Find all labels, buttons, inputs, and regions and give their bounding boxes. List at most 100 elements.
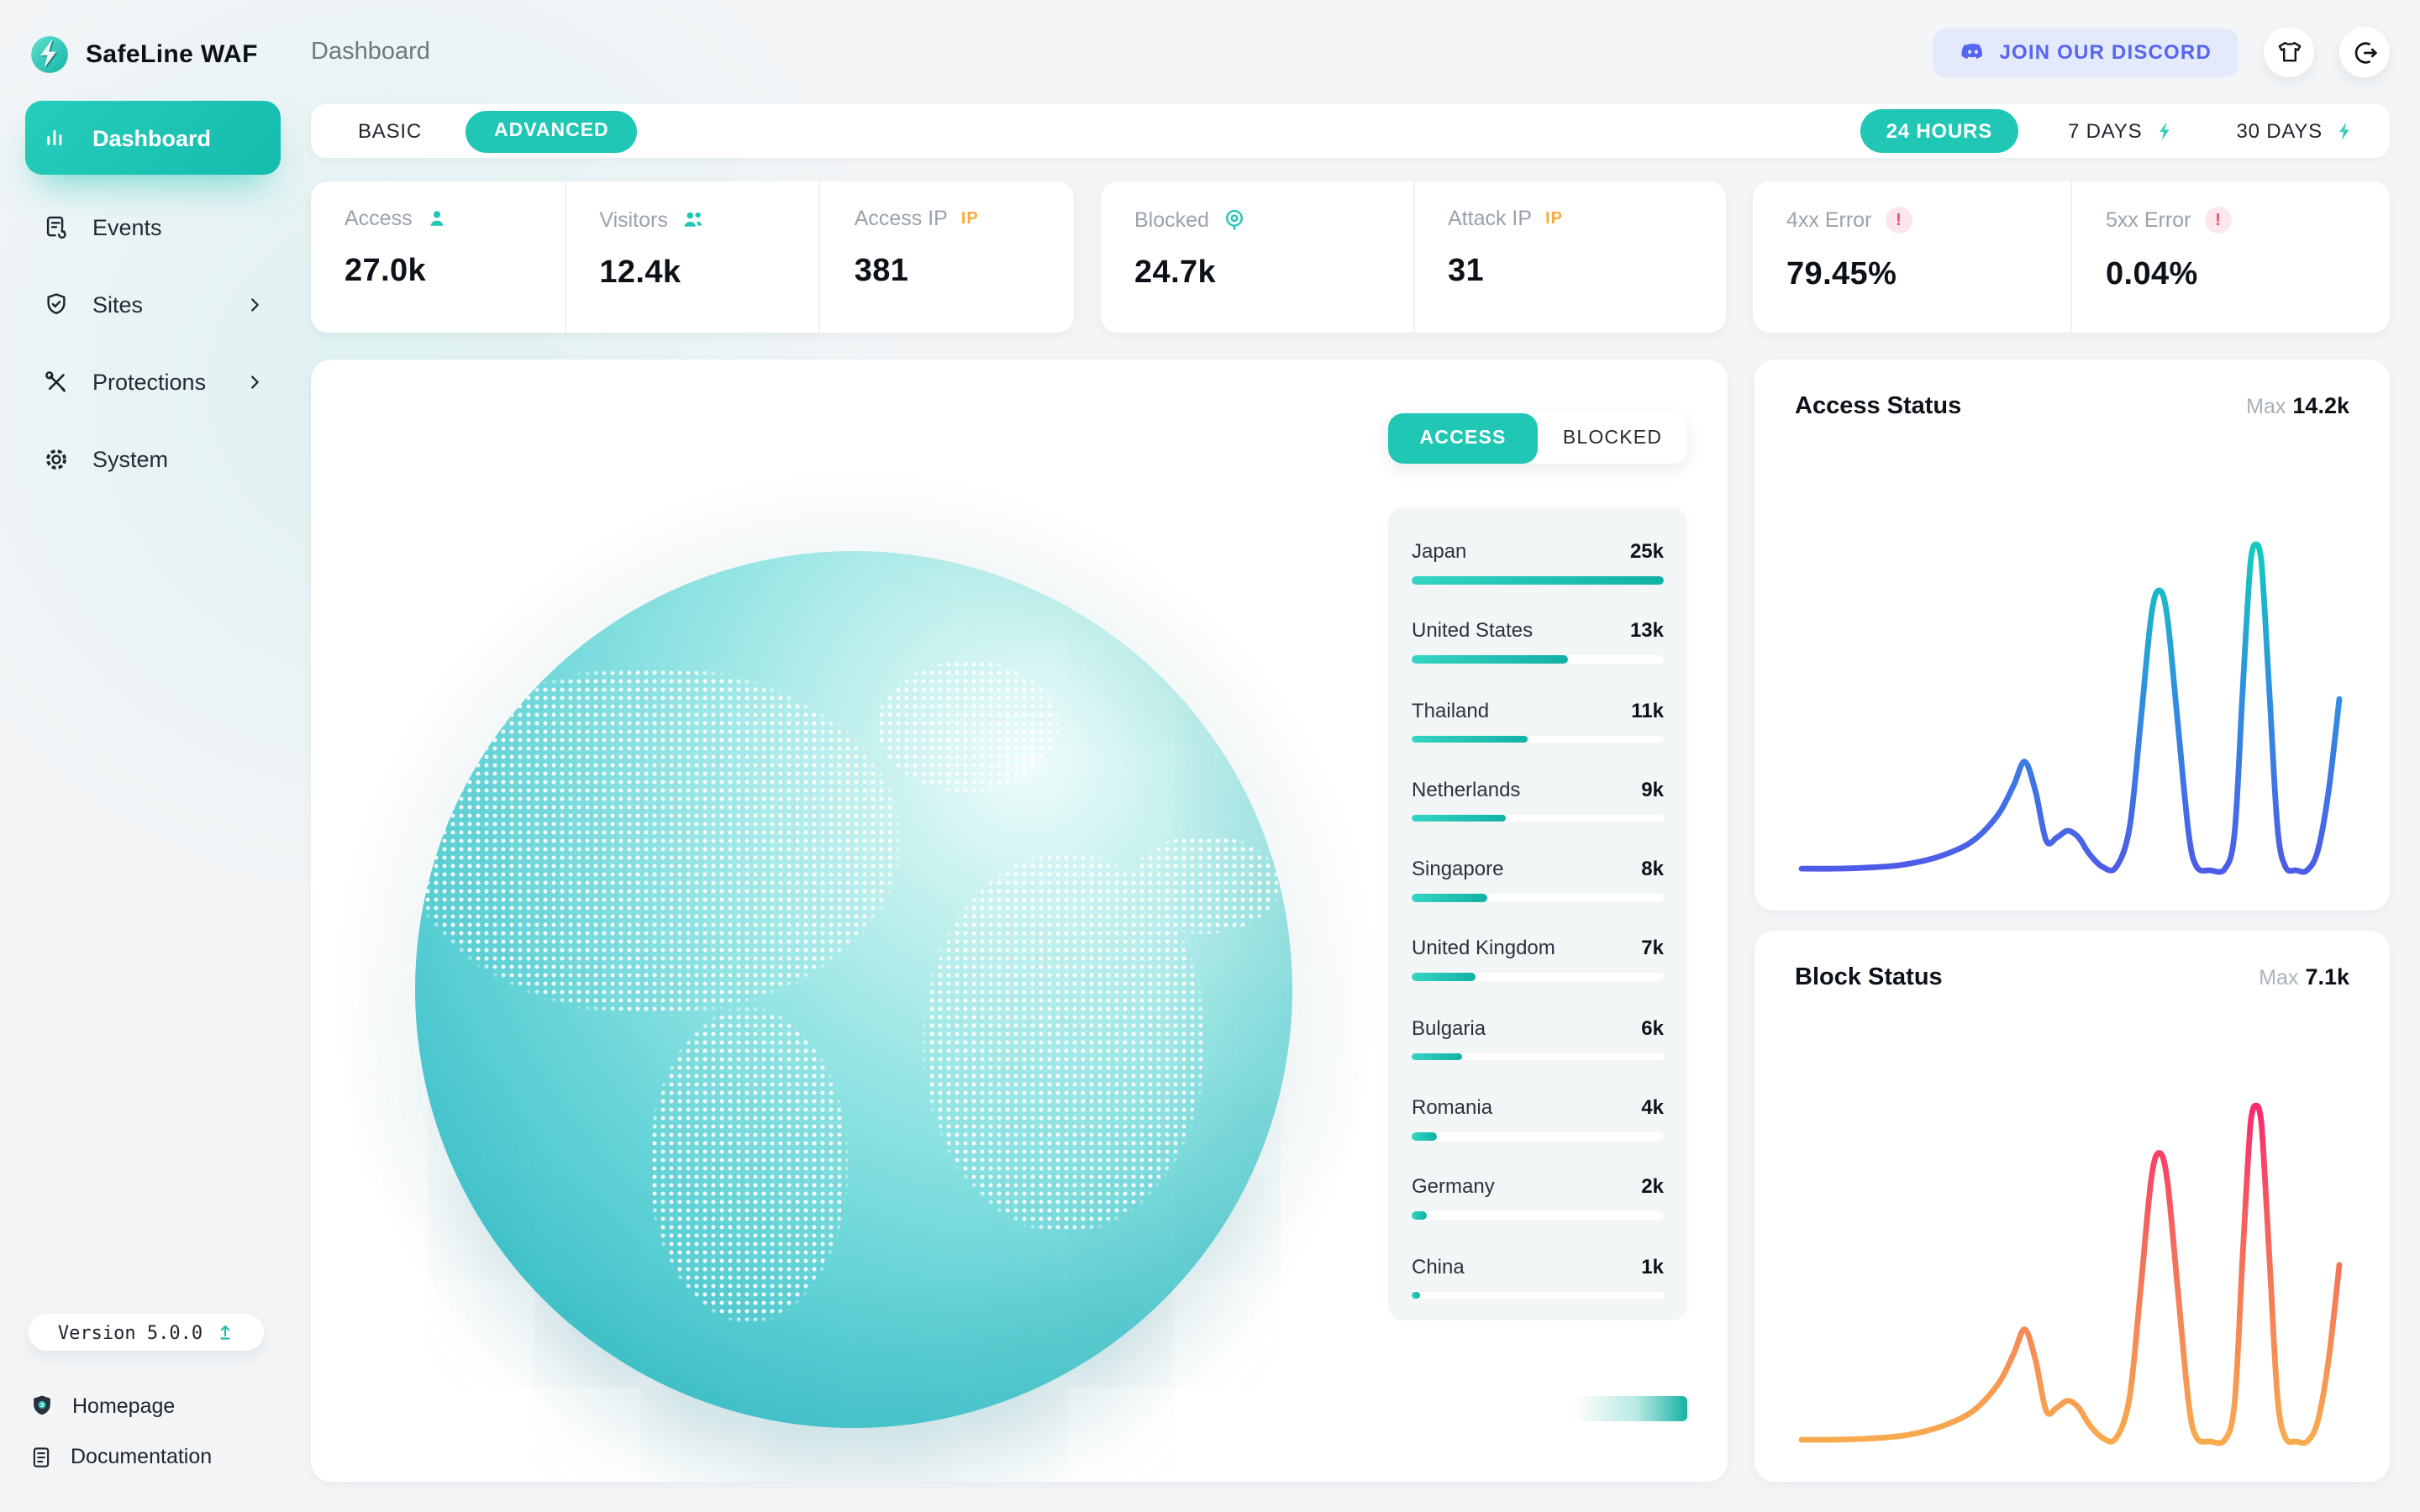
time-range-group: 24 HOURS 7 DAYS 30 DAYS	[1860, 109, 2390, 153]
country-row: Netherlands 9k	[1412, 763, 1664, 843]
country-name: Thailand	[1412, 698, 1490, 722]
mode-basic-button[interactable]: BASIC	[348, 118, 432, 144]
country-value: 1k	[1641, 1254, 1664, 1278]
top-bar: Dashboard JOIN OUR DISCORD	[311, 0, 2390, 104]
version-label: Version 5.0.0	[57, 1321, 203, 1343]
block-status-line-chart	[1798, 1102, 2343, 1446]
country-bar-track	[1412, 1291, 1664, 1299]
world-map-card: ACCESS BLOCKED Japan 25k United States 13k…	[311, 360, 1728, 1482]
sidebar-item-sites[interactable]: Sites	[25, 265, 281, 343]
upload-icon	[214, 1322, 234, 1342]
bolt-icon	[2333, 119, 2356, 143]
country-name: Netherlands	[1412, 777, 1521, 801]
document-refresh-icon	[42, 213, 71, 241]
chart-max-value: 7.1k	[2305, 964, 2349, 990]
country-bar-fill	[1412, 1132, 1437, 1141]
country-value: 9k	[1641, 777, 1664, 801]
join-discord-button[interactable]: JOIN OUR DISCORD	[1932, 28, 2238, 76]
range-label: 24 HOURS	[1886, 119, 1993, 143]
country-row: Bulgaria 6k	[1412, 1001, 1664, 1081]
sidebar-item-system[interactable]: System	[25, 420, 281, 497]
mode-advanced-button[interactable]: ADVANCED	[466, 110, 638, 152]
tab-access[interactable]: ACCESS	[1388, 413, 1538, 464]
alert-icon: !	[2204, 207, 2232, 234]
stat-card-attacks: Blocked 24.7k Attack IP IP 31	[1101, 181, 1726, 333]
country-value: 25k	[1629, 539, 1664, 563]
chart-max: Max 14.2k	[2246, 393, 2349, 418]
range-7-days-button[interactable]: 7 DAYS	[2058, 118, 2186, 144]
document-icon	[29, 1444, 54, 1469]
users-icon	[681, 207, 707, 232]
sidebar-item-protections[interactable]: Protections	[25, 343, 281, 420]
stat-blocked: Blocked 24.7k	[1101, 181, 1413, 333]
stat-label: Blocked	[1134, 207, 1209, 231]
country-name: United States	[1412, 618, 1534, 643]
sidebar-item-events[interactable]: Events	[25, 188, 281, 265]
top-actions: JOIN OUR DISCORD	[1932, 27, 2390, 77]
country-row: Japan 25k	[1412, 524, 1664, 604]
tab-blocked[interactable]: BLOCKED	[1538, 413, 1687, 464]
country-bar-track	[1412, 1132, 1664, 1141]
country-bar-fill	[1412, 1291, 1419, 1299]
stat-visitors: Visitors 12.4k	[564, 181, 818, 333]
version-badge[interactable]: Version 5.0.0	[29, 1314, 264, 1351]
sidebar-item-label: Dashboard	[92, 125, 212, 150]
sidebar-link-documentation[interactable]: Documentation	[29, 1431, 281, 1482]
country-row: United States 13k	[1412, 604, 1664, 684]
country-name: Romania	[1412, 1095, 1493, 1120]
country-bar-fill	[1412, 1211, 1427, 1220]
country-name: Singapore	[1412, 857, 1504, 881]
country-bar-track	[1412, 735, 1664, 743]
range-label: 30 DAYS	[2236, 119, 2323, 143]
range-24-hours-button[interactable]: 24 HOURS	[1860, 109, 2018, 153]
chevron-right-icon	[245, 372, 264, 391]
country-bar-track	[1412, 1211, 1664, 1220]
logo-bolt-icon	[29, 34, 71, 76]
stat-card-errors: 4xx Error ! 79.45% 5xx Error ! 0.04%	[1753, 181, 2390, 333]
sidebar-link-homepage[interactable]: Homepage	[29, 1381, 281, 1431]
country-row: Singapore 8k	[1412, 842, 1664, 921]
country-bar-fill	[1412, 814, 1505, 822]
alert-icon: !	[1885, 207, 1912, 234]
sidebar-item-label: Protections	[92, 369, 207, 394]
country-bar-track	[1412, 655, 1664, 664]
logout-icon	[2350, 38, 2379, 66]
country-value: 13k	[1629, 618, 1664, 643]
sidebar-nav: Dashboard Events	[25, 101, 281, 497]
ip-badge-icon: IP	[1545, 209, 1563, 228]
sidebar-link-label: Documentation	[71, 1445, 213, 1468]
country-value: 6k	[1641, 1016, 1664, 1040]
page-title: Dashboard	[311, 39, 430, 66]
shield-logo-icon	[29, 1393, 55, 1420]
stat-label: Access	[345, 207, 413, 230]
status-charts-column: Access Status Max 14.2k Block Status Max 7…	[1754, 360, 2390, 1482]
country-bar-track	[1412, 1053, 1664, 1061]
stat-value: 27.0k	[345, 254, 427, 289]
country-bar-fill	[1412, 894, 1487, 902]
range-30-days-button[interactable]: 30 DAYS	[2226, 118, 2366, 144]
sidebar: SafeLine WAF Dashboard	[0, 0, 289, 1512]
country-bar-track	[1412, 973, 1664, 981]
country-row: Romania 4k	[1412, 1080, 1664, 1160]
access-status-line-chart	[1798, 541, 2343, 875]
country-name: Japan	[1412, 539, 1467, 563]
theme-tshirt-button[interactable]	[2264, 27, 2314, 77]
logout-button[interactable]	[2339, 27, 2390, 77]
country-bar-fill	[1412, 735, 1528, 743]
globe-graphic	[415, 551, 1292, 1428]
sidebar-footer: Version 5.0.0 Homepage	[29, 1314, 281, 1482]
country-value: 7k	[1641, 936, 1664, 960]
sidebar-item-dashboard[interactable]: Dashboard	[25, 101, 281, 175]
country-name: United Kingdom	[1412, 936, 1555, 960]
gear-icon	[42, 444, 71, 473]
stat-attack-ip: Attack IP IP 31	[1413, 181, 1726, 333]
join-discord-label: JOIN OUR DISCORD	[1999, 40, 2212, 64]
stat-5xx-error: 5xx Error ! 0.04%	[2070, 181, 2390, 333]
country-value: 4k	[1641, 1095, 1664, 1120]
range-label: 7 DAYS	[2068, 119, 2143, 143]
country-bar-track	[1412, 894, 1664, 902]
globe-continents-dots	[415, 551, 1292, 1428]
bolt-icon	[2152, 119, 2175, 143]
chart-title: Block Status	[1795, 964, 1943, 991]
